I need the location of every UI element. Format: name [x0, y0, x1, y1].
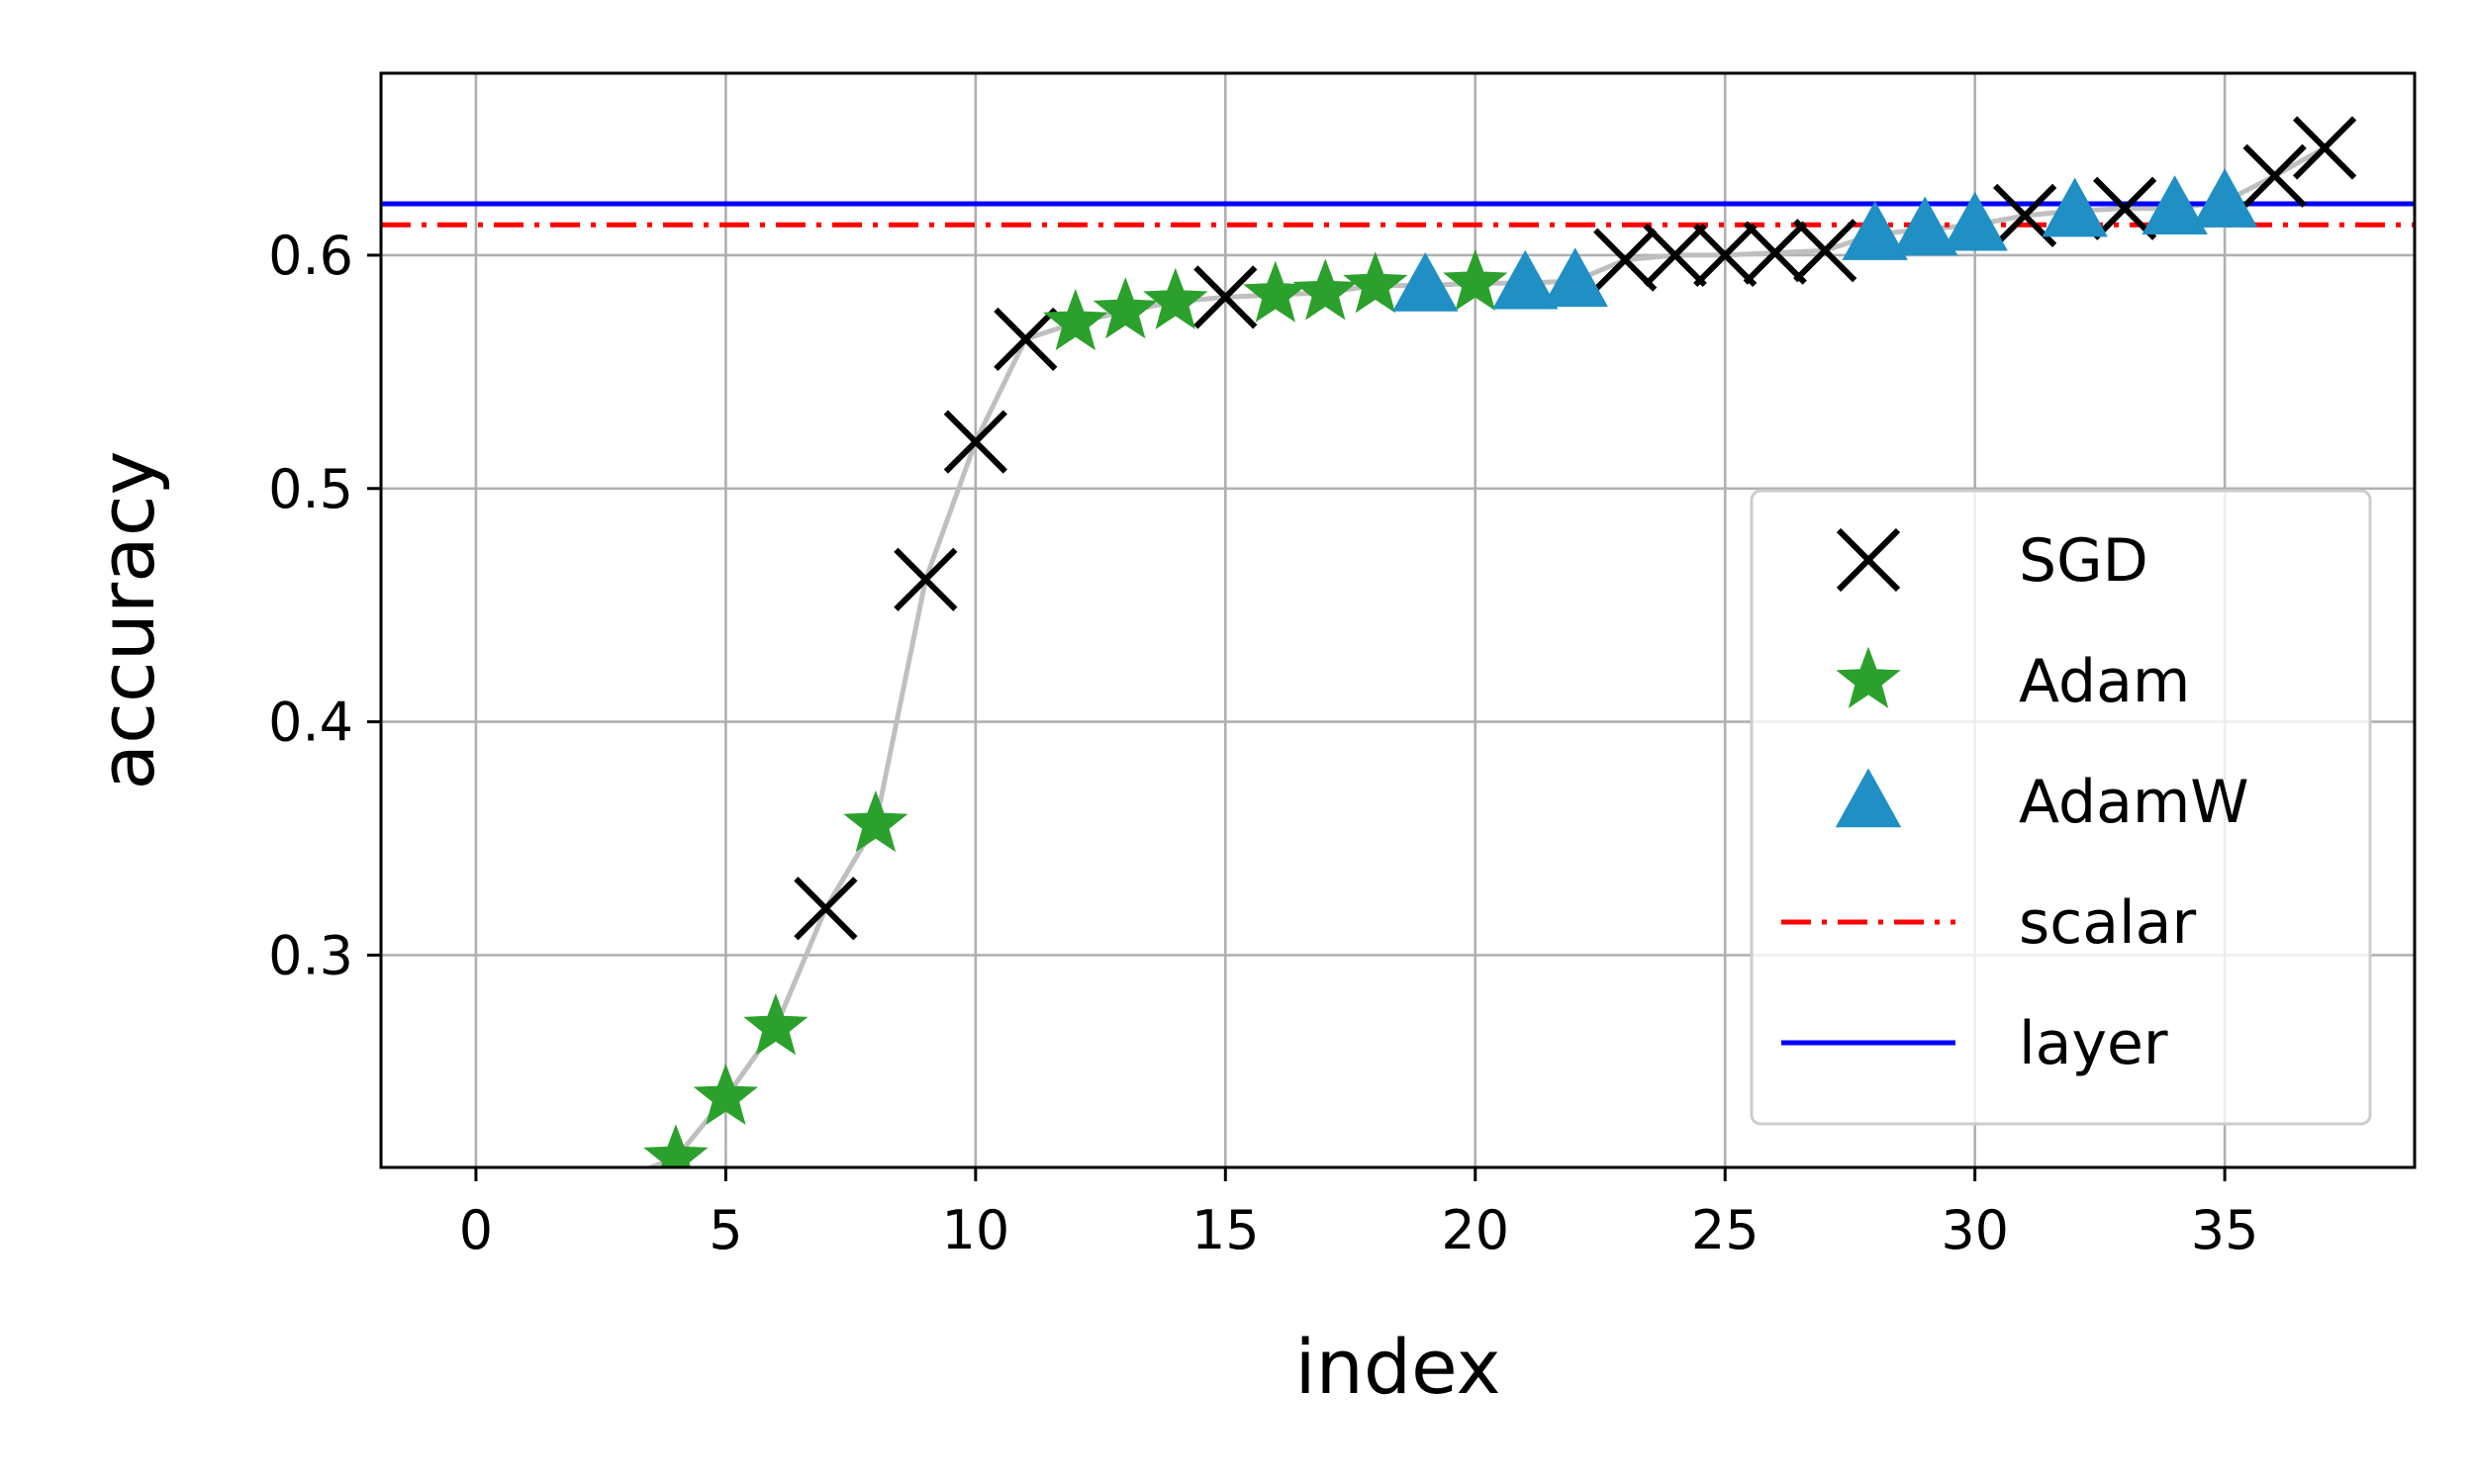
- sgd-marker-stroke: [1643, 223, 1707, 288]
- sgd-marker: [1793, 219, 1857, 283]
- sgd-marker: [1836, 527, 1901, 593]
- sgd-marker-stroke: [1593, 228, 1658, 292]
- sgd-marker-stroke: [2242, 143, 2307, 208]
- x-tick-label: 10: [941, 1199, 1009, 1261]
- markers-layer: [643, 116, 2357, 1167]
- adam-marker: [693, 1063, 759, 1126]
- x-tick-label: 25: [1691, 1199, 1760, 1261]
- x-axis-label: index: [1295, 1323, 1501, 1411]
- adam-marker: [1143, 267, 1208, 329]
- sgd-marker-stroke: [943, 410, 1007, 474]
- sgd-marker: [1743, 221, 1807, 285]
- adam-marker: [1836, 646, 1901, 708]
- legend-label-sgd: SGD: [2019, 526, 2148, 596]
- sgd-marker-stroke: [1793, 219, 1857, 283]
- adamw-marker: [1542, 247, 1608, 308]
- x-tick-label: 30: [1941, 1199, 2009, 1261]
- sgd-marker-stroke: [2292, 116, 2357, 180]
- y-tick-label: 0.5: [268, 458, 353, 520]
- sgd-marker: [1593, 228, 1658, 292]
- sgd-marker: [1643, 223, 1707, 288]
- sgd-marker-stroke: [1743, 221, 1807, 285]
- sgd-marker-stroke: [894, 547, 958, 611]
- adamw-marker: [1891, 196, 1958, 256]
- sgd-marker: [943, 410, 1007, 474]
- legend-label-scalar: scalar: [2019, 888, 2196, 958]
- y-tick-label: 0.4: [268, 692, 353, 754]
- adam-marker: [843, 789, 908, 853]
- legend-label-layer: layer: [2019, 1009, 2168, 1078]
- adam-marker: [1093, 277, 1159, 339]
- legend-box: [1750, 489, 2372, 1126]
- adam-marker: [1292, 258, 1358, 321]
- y-tick-label: 0.3: [268, 924, 353, 986]
- x-tick-label: 5: [709, 1199, 742, 1261]
- adam-marker: [1443, 248, 1508, 312]
- adamw-marker: [1392, 252, 1459, 312]
- y-tick-label: 0.6: [268, 225, 353, 287]
- sgd-marker-stroke: [2093, 176, 2157, 240]
- sgd-marker-stroke: [794, 877, 858, 941]
- x-tick-label: 35: [2191, 1199, 2259, 1261]
- sgd-marker-stroke: [1993, 183, 2057, 247]
- sgd-marker: [894, 547, 958, 611]
- legend: SGD Adam AdamW scalar layer: [1750, 489, 2372, 1126]
- sgd-marker-stroke: [1836, 527, 1901, 593]
- legend-label-adamw: AdamW: [2019, 768, 2249, 837]
- adamw-marker: [2042, 177, 2108, 237]
- sgd-marker: [2292, 116, 2357, 180]
- sgd-marker: [794, 877, 858, 941]
- adamw-marker: [1942, 191, 2008, 251]
- sgd-marker-stroke: [1693, 223, 1758, 288]
- adamw-marker: [1492, 249, 1559, 310]
- x-tick-label: 15: [1191, 1199, 1260, 1261]
- sgd-marker: [2093, 176, 2157, 240]
- axis-ticks: 0 5 10 15 20 25 30 35 0.3 0.4 0.5 0.6: [268, 225, 2258, 1261]
- adam-marker: [643, 1124, 709, 1167]
- legend-label-adam: Adam: [2019, 647, 2190, 716]
- x-tick-label: 0: [459, 1199, 493, 1261]
- y-axis-label: accuracy: [83, 451, 171, 790]
- sgd-marker: [1693, 223, 1758, 288]
- adam-marker: [1343, 251, 1408, 314]
- adam-marker: [743, 993, 809, 1056]
- adamw-marker: [2141, 175, 2208, 234]
- sgd-marker-stroke: [994, 307, 1058, 371]
- sgd-marker: [994, 307, 1058, 371]
- x-tick-label: 20: [1441, 1199, 1509, 1261]
- plot-area-frame: [379, 71, 2417, 1169]
- adamw-marker: [2191, 168, 2258, 228]
- adamw-marker: [1835, 768, 1902, 828]
- adamw-marker: [1842, 201, 1908, 260]
- sgd-marker-stroke: [1193, 265, 1258, 329]
- sgd-marker: [1193, 265, 1258, 329]
- adam-marker: [1043, 288, 1108, 351]
- sgd-marker: [2242, 143, 2307, 208]
